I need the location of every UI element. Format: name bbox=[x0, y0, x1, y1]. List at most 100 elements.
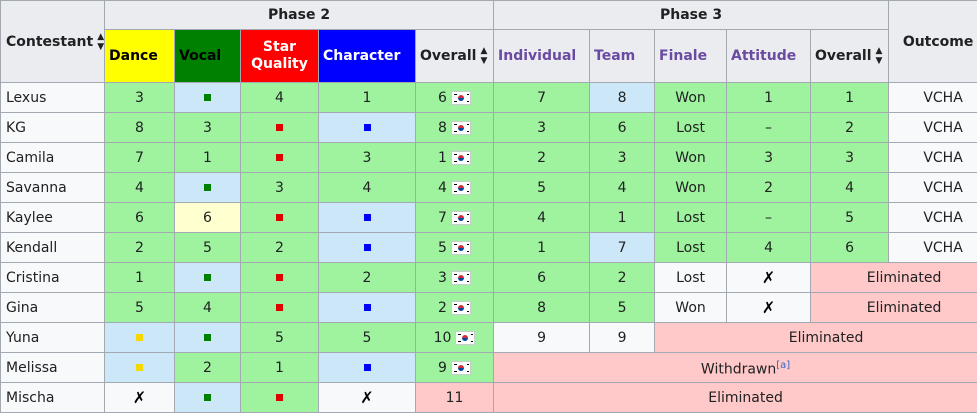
square-marker-icon bbox=[136, 334, 143, 341]
header-overall-phase2-label: Overall bbox=[420, 48, 476, 64]
contestant-name: Lexus bbox=[1, 83, 105, 113]
star-quality-cell: 1 bbox=[241, 353, 319, 383]
south-korea-flag-icon bbox=[451, 91, 471, 105]
individual-cell: 4 bbox=[494, 203, 590, 233]
square-marker-icon bbox=[204, 394, 211, 401]
dance-cell: 8 bbox=[105, 113, 175, 143]
sort-arrows-icon[interactable]: ▲▼ bbox=[480, 46, 487, 66]
header-contestant[interactable]: Contestant▲▼ bbox=[1, 1, 105, 83]
overall-phase2-value: 4 bbox=[438, 180, 447, 196]
team-cell: 6 bbox=[590, 113, 655, 143]
table-row: Kaylee 6 6 7 4 1 Lost – 5 VCHA bbox=[1, 203, 977, 233]
star-quality-cell bbox=[241, 293, 319, 323]
header-overall-phase3-label: Overall bbox=[815, 48, 871, 64]
overall-phase2-cell: 1 bbox=[416, 143, 494, 173]
cross-mark-icon: ✗ bbox=[360, 388, 373, 407]
square-marker-icon bbox=[136, 364, 143, 371]
south-korea-flag-icon bbox=[451, 361, 471, 375]
attitude-cell: 1 bbox=[727, 83, 811, 113]
character-cell bbox=[319, 113, 416, 143]
square-marker-icon bbox=[364, 214, 371, 221]
team-cell: 7 bbox=[590, 233, 655, 263]
individual-cell: 5 bbox=[494, 173, 590, 203]
team-cell: 1 bbox=[590, 203, 655, 233]
outcome-cell: Eliminated bbox=[494, 383, 977, 413]
header-phase3: Phase 3 bbox=[494, 1, 889, 30]
header-overall-phase2[interactable]: Overall▲▼ bbox=[416, 30, 494, 83]
square-marker-icon bbox=[364, 124, 371, 131]
overall-phase2-value: 2 bbox=[438, 300, 447, 316]
overall-phase2-cell: 11 bbox=[416, 383, 494, 413]
cross-mark-icon: ✗ bbox=[762, 268, 775, 287]
dance-cell: ✗ bbox=[105, 383, 175, 413]
team-cell: 9 bbox=[590, 323, 655, 353]
header-character: Character bbox=[319, 30, 416, 83]
team-cell: 8 bbox=[590, 83, 655, 113]
contestant-name: Savanna bbox=[1, 173, 105, 203]
table-row: Mischa ✗ ✗ 11 Eliminated bbox=[1, 383, 977, 413]
south-korea-flag-icon bbox=[455, 331, 475, 345]
attitude-cell: 2 bbox=[727, 173, 811, 203]
finale-cell: Lost bbox=[655, 233, 727, 263]
character-cell bbox=[319, 353, 416, 383]
star-quality-cell: 5 bbox=[241, 323, 319, 353]
table-row: KG 8 3 8 3 6 Lost – 2 VCHA bbox=[1, 113, 977, 143]
individual-cell: 3 bbox=[494, 113, 590, 143]
overall-phase2-cell: 10 bbox=[416, 323, 494, 353]
south-korea-flag-icon bbox=[451, 301, 471, 315]
vocal-cell bbox=[175, 323, 241, 353]
header-phase2: Phase 2 bbox=[105, 1, 494, 30]
square-marker-icon bbox=[204, 94, 211, 101]
outcome-label: Withdrawn bbox=[701, 362, 776, 378]
header-star-quality-line1: Star bbox=[263, 39, 296, 55]
dance-cell: 1 bbox=[105, 263, 175, 293]
cross-mark-icon: ✗ bbox=[133, 388, 146, 407]
finale-cell: Won bbox=[655, 293, 727, 323]
overall-phase2-value: 9 bbox=[438, 360, 447, 376]
star-quality-cell bbox=[241, 383, 319, 413]
overall-phase3-cell: 2 bbox=[811, 113, 889, 143]
header-attitude: Attitude bbox=[727, 30, 811, 83]
team-cell: 3 bbox=[590, 143, 655, 173]
dance-cell: 7 bbox=[105, 143, 175, 173]
outcome-cell: VCHA bbox=[889, 143, 977, 173]
outcome-cell: Eliminated bbox=[811, 293, 977, 323]
individual-cell: 6 bbox=[494, 263, 590, 293]
header-team: Team bbox=[590, 30, 655, 83]
contestant-name: Kendall bbox=[1, 233, 105, 263]
outcome-cell: Withdrawn[a] bbox=[494, 353, 977, 383]
square-marker-icon bbox=[276, 214, 283, 221]
overall-phase2-cell: 3 bbox=[416, 263, 494, 293]
vocal-cell bbox=[175, 173, 241, 203]
attitude-cell: – bbox=[727, 203, 811, 233]
attitude-cell: ✗ bbox=[727, 263, 811, 293]
sort-arrows-icon[interactable]: ▲▼ bbox=[97, 32, 104, 52]
overall-phase2-cell: 7 bbox=[416, 203, 494, 233]
finale-cell: Won bbox=[655, 143, 727, 173]
header-outcome[interactable]: Outcome▲▼ bbox=[889, 1, 977, 83]
character-cell: 5 bbox=[319, 323, 416, 353]
sort-arrows-icon[interactable]: ▲▼ bbox=[876, 46, 883, 66]
vocal-cell: 2 bbox=[175, 353, 241, 383]
overall-phase2-cell: 9 bbox=[416, 353, 494, 383]
table-row: Lexus 3 4 1 6 7 8 Won 1 1 VCHA bbox=[1, 83, 977, 113]
square-marker-icon bbox=[364, 364, 371, 371]
contestant-name: Camila bbox=[1, 143, 105, 173]
outcome-cell: VCHA bbox=[889, 203, 977, 233]
header-overall-phase3[interactable]: Overall ▲▼ bbox=[811, 30, 889, 83]
footnote[interactable]: [a] bbox=[776, 357, 790, 371]
contestant-name: Cristina bbox=[1, 263, 105, 293]
team-cell: 5 bbox=[590, 293, 655, 323]
contestant-name: Melissa bbox=[1, 353, 105, 383]
individual-cell: 1 bbox=[494, 233, 590, 263]
attitude-cell: ✗ bbox=[727, 293, 811, 323]
footnote-link[interactable]: [a] bbox=[776, 360, 790, 371]
dance-cell: 4 bbox=[105, 173, 175, 203]
character-cell: ✗ bbox=[319, 383, 416, 413]
overall-phase3-cell: 5 bbox=[811, 203, 889, 233]
square-marker-icon bbox=[276, 154, 283, 161]
overall-phase2-cell: 6 bbox=[416, 83, 494, 113]
dance-cell: 3 bbox=[105, 83, 175, 113]
overall-phase2-value: 10 bbox=[434, 330, 452, 346]
individual-cell: 2 bbox=[494, 143, 590, 173]
